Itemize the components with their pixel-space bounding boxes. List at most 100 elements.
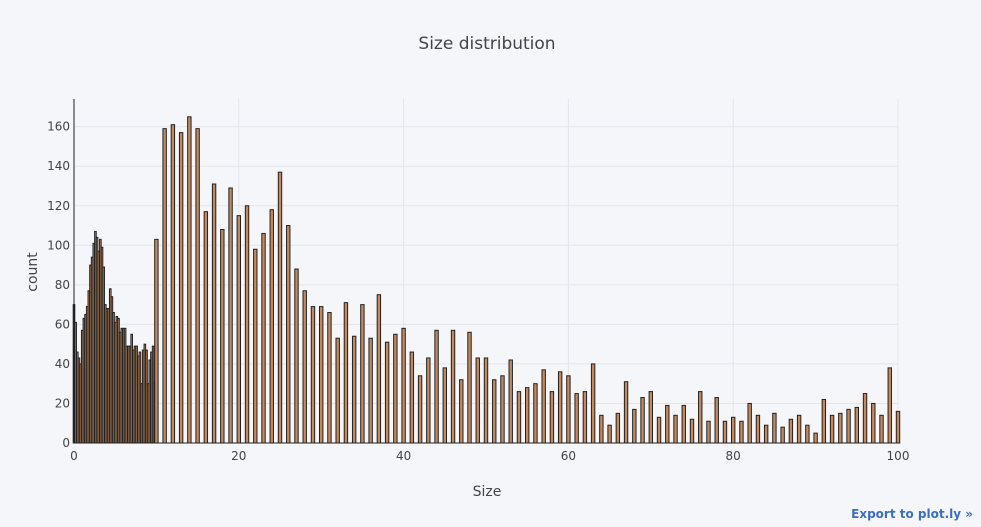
bar [582,391,588,444]
bar [788,418,794,444]
bar [772,412,777,444]
bar [681,404,686,444]
bar [442,367,448,444]
bar [796,414,802,444]
bar [673,414,678,444]
y-tick-label: 120 [47,199,70,213]
bar [426,357,431,444]
bar [253,248,258,444]
bar [170,124,176,444]
bar [417,375,423,444]
bar [871,402,876,444]
export-to-plotly-link[interactable]: Export to plot.ly » [851,507,973,521]
bar [862,393,868,444]
bar [599,414,604,444]
bar [211,183,217,444]
bar [261,232,266,444]
bar [508,359,513,444]
bar [722,420,728,444]
x-tick-label: 60 [561,449,576,463]
bar [706,420,711,444]
bar [384,341,390,444]
bar [327,312,332,444]
x-tick-label: 0 [70,449,78,463]
bar [763,424,769,444]
x-tick-label: 20 [231,449,246,463]
bar [475,357,480,444]
bar [780,426,785,444]
bar [343,302,349,444]
bar [178,132,184,444]
bar [244,205,250,444]
bar [195,128,200,444]
y-tick-label: 80 [55,278,70,292]
y-tick-label: 0 [62,436,70,450]
x-tick-label: 40 [396,449,411,463]
x-axis-label: Size [473,484,502,500]
bar [483,357,489,444]
bar [747,402,752,444]
bar [409,351,415,444]
bar [310,306,316,444]
bar [838,412,843,444]
y-tick-label: 160 [47,120,70,134]
y-tick-label: 60 [55,317,70,331]
bar [360,304,365,444]
bar [269,209,274,444]
y-tick-label: 100 [47,238,70,252]
bar [500,375,505,444]
y-tick-label: 40 [55,357,70,371]
bar [739,420,744,444]
bar [434,329,439,444]
bar [879,414,884,444]
bar [895,410,901,444]
y-axis-ticks: 0 20 40 60 80 100 120 140 160 [47,120,70,450]
bar [335,337,340,444]
bar [566,375,571,444]
bar [187,116,192,444]
bar [236,215,242,444]
bar [574,393,579,444]
bar [549,391,555,444]
bar [829,414,835,444]
bar [154,238,159,444]
bar [492,379,497,444]
bar [640,397,645,444]
bar [319,306,324,444]
bar [689,418,695,444]
bar [516,391,522,444]
bar [203,211,209,444]
bar [755,414,761,444]
bar [590,363,596,444]
bar [607,424,612,444]
bar [821,399,827,444]
bar [656,416,662,444]
y-axis-label: count [25,252,41,292]
bar [459,379,464,444]
bar [846,408,851,444]
bar [854,406,859,444]
x-axis-ticks: 0 20 40 60 80 100 [70,449,909,463]
bar [615,412,621,444]
bar [557,371,563,444]
bar [450,329,456,444]
bar [623,381,629,444]
bar [162,128,167,444]
bar [533,383,538,444]
bar [302,290,307,444]
bar [805,424,810,444]
bar [220,228,225,444]
axes [73,99,898,444]
bar [277,171,283,444]
bar [467,331,472,444]
x-tick-label: 80 [726,449,741,463]
grid [74,99,899,443]
bar [286,225,291,444]
bar [294,268,299,444]
bar [351,335,357,444]
y-tick-label: 140 [47,159,70,173]
bar [393,333,398,444]
bar [813,432,818,444]
bar [887,367,892,444]
